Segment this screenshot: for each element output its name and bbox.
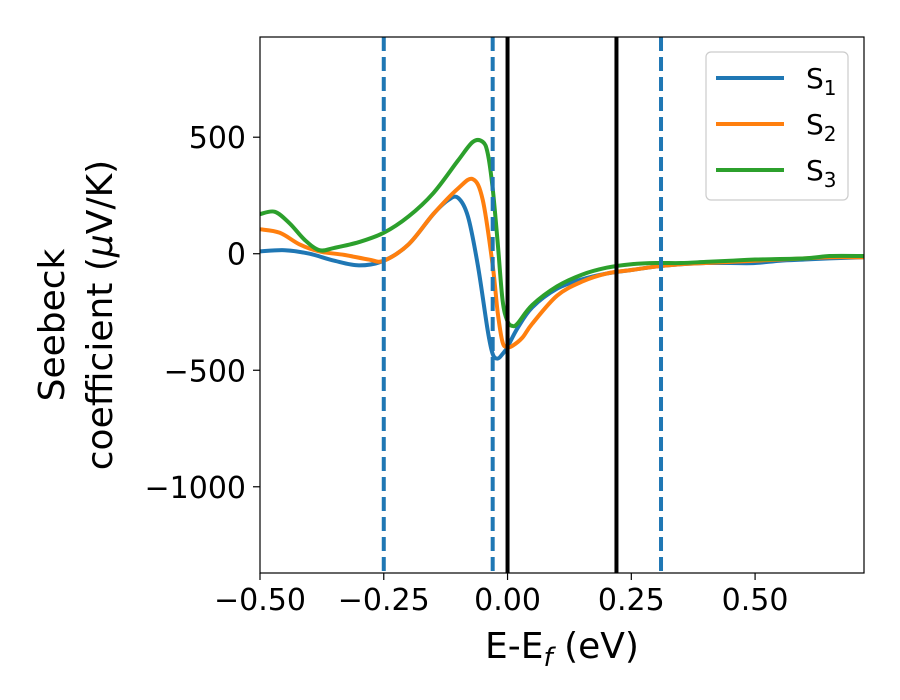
x-tick-label: 0.00 [474,583,541,618]
x-tick-label: −0.25 [338,583,430,618]
y-axis-label-mu: μ [80,234,121,258]
x-tick-label: −0.50 [214,583,306,618]
y-tick-label: 500 [189,121,246,156]
x-tick-label: 0.50 [722,583,789,618]
x-axis-label-main: E-E [485,626,543,667]
series-line-s3 [260,137,864,329]
y-axis-label: Seebeck coefficient (μV/K) [32,160,121,470]
y-axis-label-suffix: V/K) [80,160,121,234]
series-line-s1 [260,194,864,361]
y-axis-label-line1: Seebeck [32,248,73,401]
y-tick-label: 0 [227,238,246,273]
y-axis-label-line2: coefficient (μV/K) [80,160,121,470]
legend-label-s1: S1 [806,62,837,100]
y-tick-label: −1000 [145,471,246,506]
x-tick-label: 0.25 [598,583,665,618]
y-axis-label-prefix: coefficient ( [80,257,121,470]
y-tick-label: −500 [164,354,246,389]
x-axis-label: E-Ef (eV) [485,626,639,673]
legend-label-s2: S2 [806,108,837,146]
legend-label-s3: S3 [806,154,837,192]
plot-frame [259,36,865,574]
x-axis-label-unit: (eV) [553,626,639,667]
